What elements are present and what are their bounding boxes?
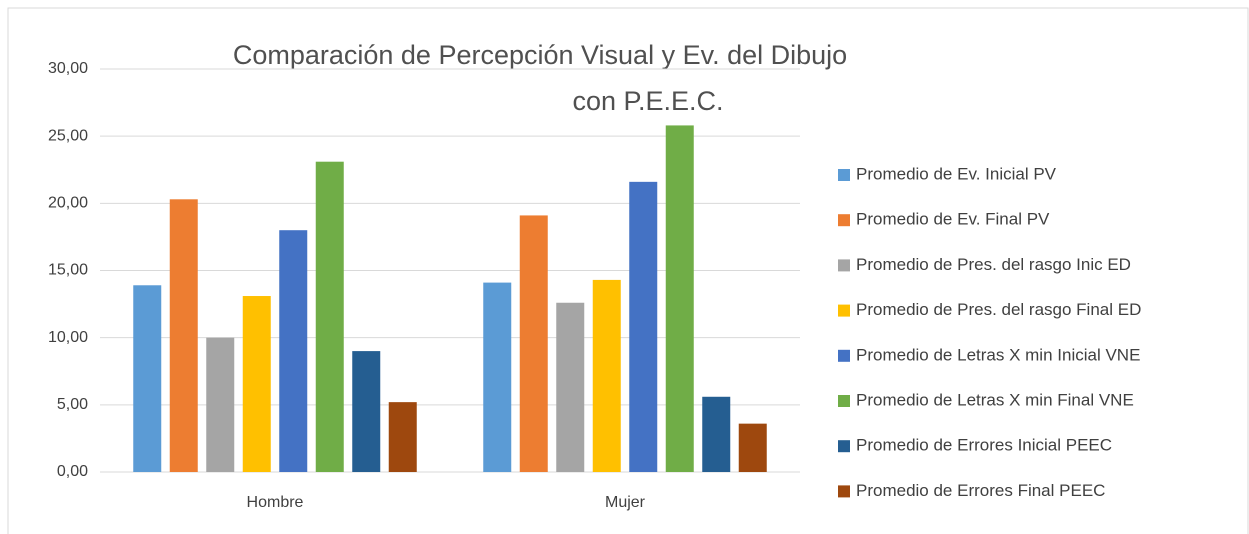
x-tick-label: Hombre	[247, 494, 304, 511]
y-tick-label: 5,00	[57, 396, 88, 413]
bar	[556, 302, 585, 472]
y-tick-label: 10,00	[48, 329, 88, 346]
y-tick-label: 30,00	[48, 60, 88, 77]
y-tick-label: 0,00	[57, 463, 88, 480]
legend-swatch	[838, 304, 850, 317]
bar	[702, 396, 731, 472]
y-tick-label: 20,00	[48, 195, 88, 212]
legend-swatch	[838, 349, 850, 362]
legend-swatch	[838, 214, 850, 227]
bar	[592, 279, 621, 472]
legend-swatch	[838, 259, 850, 272]
bar	[738, 423, 767, 472]
legend-label: Promedio de Pres. del rasgo Final ED	[856, 300, 1141, 319]
legend-label: Promedio de Ev. Final PV	[856, 210, 1050, 229]
x-tick-label: Mujer	[605, 494, 646, 511]
legend-swatch	[838, 169, 850, 181]
y-tick-label: 25,00	[48, 127, 88, 144]
bar	[483, 282, 512, 472]
legend-label: Promedio de Letras X min Inicial VNE	[856, 345, 1140, 364]
bar	[665, 125, 694, 473]
bar	[133, 285, 162, 472]
bar	[519, 215, 548, 472]
bar	[206, 337, 235, 472]
legend-label: Promedio de Ev. Inicial PV	[856, 164, 1057, 183]
bar	[315, 161, 344, 472]
legend-label: Promedio de Errores Final PEEC	[856, 481, 1105, 500]
y-tick-label: 15,00	[48, 262, 88, 279]
legend-label: Promedio de Errores Inicial PEEC	[856, 436, 1112, 455]
bar	[352, 351, 381, 472]
bar	[279, 230, 308, 472]
bar	[169, 199, 198, 472]
legend-label: Promedio de Pres. del rasgo Inic ED	[856, 255, 1131, 274]
legend-swatch	[838, 395, 850, 407]
bar	[388, 402, 417, 472]
bar	[242, 296, 271, 472]
chart-title: con P.E.E.C.	[572, 86, 723, 116]
legend-swatch	[838, 485, 850, 498]
bar	[629, 181, 658, 472]
legend-swatch	[838, 440, 850, 453]
legend-label: Promedio de Letras X min Final VNE	[856, 390, 1134, 409]
chart-frame	[7, 7, 1249, 534]
chart-title: Comparación de Percepción Visual y Ev. d…	[233, 40, 847, 70]
